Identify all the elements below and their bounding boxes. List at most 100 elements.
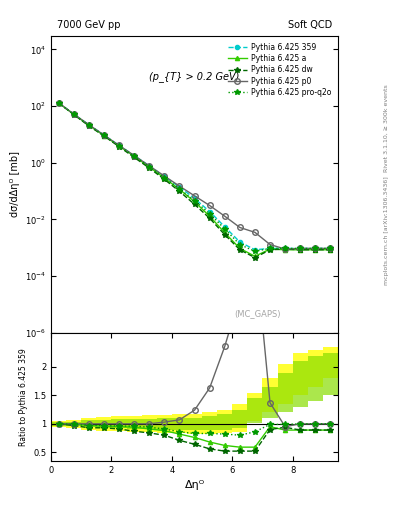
Pythia 6.425 a	[147, 164, 152, 170]
Pythia 6.425 dw	[222, 231, 227, 238]
Pythia 6.425 p0	[192, 193, 197, 199]
Pythia 6.425 dw	[237, 247, 242, 253]
Pythia 6.425 p0	[101, 132, 106, 138]
Pythia 6.425 p0	[222, 213, 227, 219]
Pythia 6.425 pro-q2o	[222, 226, 227, 232]
Pythia 6.425 359	[86, 122, 91, 128]
Pythia 6.425 359	[162, 174, 167, 180]
Pythia 6.425 a	[101, 133, 106, 139]
Pythia 6.425 359	[283, 245, 288, 251]
Pythia 6.425 dw	[328, 247, 333, 253]
Pythia 6.425 p0	[268, 242, 272, 248]
Pythia 6.425 359	[237, 239, 242, 245]
Pythia 6.425 p0	[56, 100, 61, 106]
Pythia 6.425 p0	[177, 183, 182, 189]
Pythia 6.425 dw	[147, 165, 152, 171]
Pythia 6.425 359	[192, 196, 197, 202]
Pythia 6.425 dw	[268, 247, 272, 253]
Pythia 6.425 pro-q2o	[192, 198, 197, 204]
Pythia 6.425 pro-q2o	[298, 245, 303, 251]
Pythia 6.425 dw	[283, 246, 288, 252]
Pythia 6.425 p0	[313, 245, 318, 251]
Pythia 6.425 dw	[313, 247, 318, 253]
Y-axis label: dσ/dΔηᴼ [mb]: dσ/dΔηᴼ [mb]	[9, 152, 20, 217]
Pythia 6.425 dw	[192, 201, 197, 207]
Pythia 6.425 359	[72, 111, 76, 117]
Pythia 6.425 a	[177, 186, 182, 193]
Pythia 6.425 a	[72, 111, 76, 117]
Text: 7000 GeV pp: 7000 GeV pp	[57, 20, 120, 30]
Pythia 6.425 359	[298, 245, 303, 251]
Text: (p_{T} > 0.2 GeV): (p_{T} > 0.2 GeV)	[149, 72, 240, 82]
Pythia 6.425 a	[328, 247, 333, 253]
Line: Pythia 6.425 pro-q2o: Pythia 6.425 pro-q2o	[56, 100, 333, 254]
Pythia 6.425 pro-q2o	[101, 132, 106, 138]
Pythia 6.425 pro-q2o	[313, 245, 318, 251]
Pythia 6.425 p0	[207, 202, 212, 208]
Pythia 6.425 a	[283, 247, 288, 253]
Pythia 6.425 a	[222, 230, 227, 236]
Pythia 6.425 a	[117, 143, 121, 149]
Pythia 6.425 a	[86, 122, 91, 129]
X-axis label: Δηᴼ: Δηᴼ	[184, 480, 205, 490]
Text: Soft QCD: Soft QCD	[288, 20, 332, 30]
Pythia 6.425 pro-q2o	[268, 245, 272, 251]
Pythia 6.425 359	[268, 245, 272, 251]
Pythia 6.425 p0	[298, 245, 303, 251]
Pythia 6.425 dw	[253, 254, 257, 261]
Pythia 6.425 pro-q2o	[253, 248, 257, 254]
Pythia 6.425 dw	[298, 247, 303, 253]
Pythia 6.425 359	[56, 100, 61, 106]
Pythia 6.425 359	[101, 132, 106, 138]
Pythia 6.425 p0	[72, 111, 76, 117]
Pythia 6.425 dw	[132, 154, 136, 160]
Pythia 6.425 359	[207, 208, 212, 215]
Y-axis label: Ratio to Pythia 6.425 359: Ratio to Pythia 6.425 359	[18, 348, 28, 445]
Pythia 6.425 359	[222, 224, 227, 230]
Pythia 6.425 p0	[253, 229, 257, 236]
Pythia 6.425 a	[207, 213, 212, 219]
Pythia 6.425 a	[237, 245, 242, 251]
Text: mcplots.cern.ch [arXiv:1306.3436]: mcplots.cern.ch [arXiv:1306.3436]	[384, 176, 389, 285]
Pythia 6.425 p0	[328, 245, 333, 251]
Pythia 6.425 pro-q2o	[162, 175, 167, 181]
Pythia 6.425 p0	[283, 246, 288, 252]
Line: Pythia 6.425 p0: Pythia 6.425 p0	[56, 100, 333, 252]
Pythia 6.425 a	[162, 175, 167, 181]
Pythia 6.425 pro-q2o	[328, 245, 333, 251]
Legend: Pythia 6.425 359, Pythia 6.425 a, Pythia 6.425 dw, Pythia 6.425 p0, Pythia 6.425: Pythia 6.425 359, Pythia 6.425 a, Pythia…	[225, 39, 334, 100]
Pythia 6.425 pro-q2o	[72, 111, 76, 117]
Pythia 6.425 359	[147, 163, 152, 169]
Pythia 6.425 359	[253, 247, 257, 253]
Pythia 6.425 dw	[101, 133, 106, 139]
Pythia 6.425 dw	[177, 188, 182, 195]
Pythia 6.425 359	[132, 153, 136, 159]
Pythia 6.425 a	[253, 253, 257, 260]
Pythia 6.425 pro-q2o	[56, 100, 61, 106]
Pythia 6.425 p0	[237, 224, 242, 230]
Pythia 6.425 a	[298, 247, 303, 253]
Pythia 6.425 p0	[132, 153, 136, 159]
Pythia 6.425 p0	[147, 163, 152, 169]
Line: Pythia 6.425 dw: Pythia 6.425 dw	[56, 100, 333, 261]
Pythia 6.425 p0	[86, 122, 91, 128]
Pythia 6.425 dw	[56, 100, 61, 106]
Line: Pythia 6.425 a: Pythia 6.425 a	[57, 101, 332, 259]
Pythia 6.425 pro-q2o	[283, 245, 288, 251]
Pythia 6.425 pro-q2o	[86, 122, 91, 129]
Pythia 6.425 pro-q2o	[207, 210, 212, 217]
Pythia 6.425 dw	[117, 143, 121, 150]
Text: Rivet 3.1.10, ≥ 300k events: Rivet 3.1.10, ≥ 300k events	[384, 84, 389, 172]
Pythia 6.425 dw	[72, 112, 76, 118]
Pythia 6.425 dw	[207, 215, 212, 221]
Pythia 6.425 a	[192, 199, 197, 205]
Pythia 6.425 a	[268, 246, 272, 252]
Pythia 6.425 pro-q2o	[237, 242, 242, 248]
Pythia 6.425 a	[313, 247, 318, 253]
Pythia 6.425 a	[132, 153, 136, 159]
Pythia 6.425 p0	[162, 173, 167, 179]
Text: (MC_GAPS): (MC_GAPS)	[234, 309, 281, 318]
Pythia 6.425 dw	[86, 123, 91, 129]
Pythia 6.425 359	[177, 184, 182, 190]
Line: Pythia 6.425 359: Pythia 6.425 359	[57, 101, 332, 252]
